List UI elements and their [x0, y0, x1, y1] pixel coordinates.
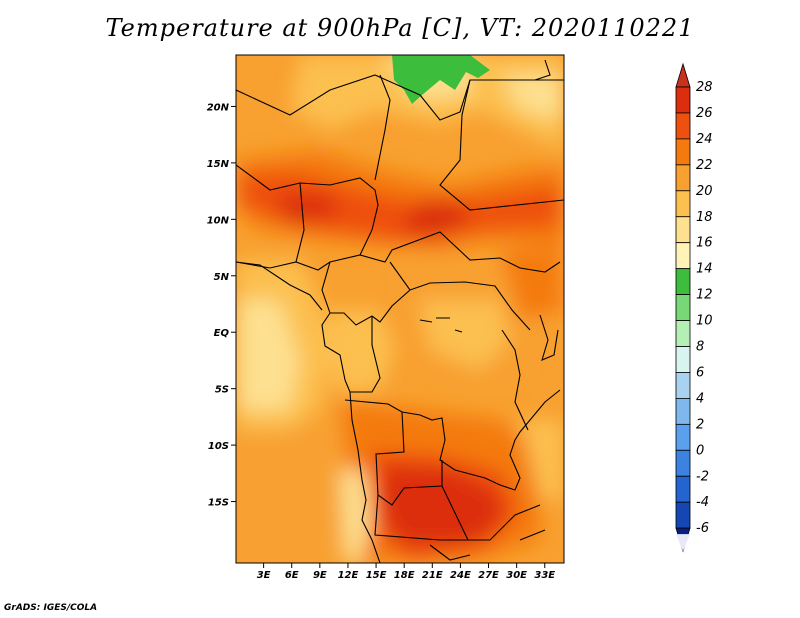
cool-patch [392, 55, 490, 104]
colorbar-level-label: 22 [696, 158, 713, 173]
lon-tick-label: 18E [394, 570, 415, 581]
colorbar-swatch [675, 164, 691, 192]
lon-tick-label: 27E [478, 570, 499, 581]
lon-tick-label: 9E [313, 570, 327, 581]
colorbar-swatch [675, 216, 691, 244]
lon-tick-label: 6E [285, 570, 299, 581]
lon-tick-label: 3E [257, 570, 271, 581]
colorbar-level-label: 20 [696, 184, 713, 199]
lon-tick-label: 30E [506, 570, 527, 581]
lon-tick-label: 21E [422, 570, 443, 581]
colorbar-swatch [675, 268, 691, 295]
colorbar-swatch [675, 475, 691, 503]
colorbar-swatch [675, 449, 691, 477]
lat-tick-label: 15N [207, 159, 230, 170]
colorbar-swatch [675, 397, 691, 425]
colorbar-level-label: 26 [696, 106, 713, 121]
longitude-axis: 3E 6E 9E 12E 15E 18E 21E 24E 27E 30E 33E [257, 563, 555, 581]
colorbar-level-label: -6 [696, 521, 709, 536]
grads-credit: GrADS: IGES/COLA [4, 603, 98, 613]
colorbar-swatch [675, 242, 691, 270]
colorbar-level-label: -4 [696, 495, 709, 510]
lat-tick-label: 10N [207, 215, 230, 226]
colorbar-swatch [675, 112, 691, 140]
colorbar-swatch [675, 346, 691, 373]
colorbar-swatch [675, 423, 691, 451]
lon-tick-label: 24E [450, 570, 471, 581]
colorbar-swatch [675, 86, 691, 114]
latitude-axis: 20N 15N 10N 5N EQ 5S 10S 15S [207, 102, 236, 509]
colorbar-level-label: -2 [696, 469, 709, 484]
lat-tick-label: 5S [215, 385, 229, 396]
colorbar-top-arrow [675, 62, 691, 88]
colorbar-level-label: 6 [696, 365, 704, 380]
colorbar-level-label: 8 [696, 340, 704, 355]
colorbar-swatch [675, 501, 691, 529]
chart-title: Temperature at 900hPa [C], VT: 202011022… [105, 14, 695, 42]
lon-tick-label: 33E [534, 570, 555, 581]
lat-tick-label: 20N [207, 102, 230, 113]
country-boundaries [236, 59, 564, 563]
colorbar-swatch [675, 138, 691, 166]
map-frame [235, 54, 565, 564]
lon-tick-label: 15E [366, 570, 387, 581]
colorbar-level-label: 0 [696, 443, 704, 458]
lat-tick-label: 5N [214, 272, 230, 283]
lat-tick-label: 10S [208, 441, 229, 452]
colorbar-level-label: 28 [696, 80, 713, 95]
lat-tick-label: EQ [214, 328, 230, 339]
colorbar-level-label: 2 [696, 417, 704, 432]
lat-tick-label: 15S [208, 498, 229, 509]
colorbar-level-label: 12 [696, 288, 713, 303]
colorbar-swatch [675, 372, 691, 399]
colorbar-level-label: 14 [696, 262, 713, 277]
colorbar-swatch [675, 190, 691, 218]
temperature-field [236, 55, 564, 563]
colorbar-level-label: 24 [696, 132, 713, 147]
colorbar-swatch [675, 294, 691, 321]
colorbar-bottom-arrow [676, 534, 690, 552]
colorbar-swatch [675, 320, 691, 347]
colorbar-level-label: 16 [696, 236, 713, 251]
colorbar-level-label: 18 [696, 210, 713, 225]
colorbar-level-label: 4 [696, 391, 704, 406]
lon-tick-label: 12E [338, 570, 359, 581]
colorbar-level-label: 10 [696, 314, 713, 329]
